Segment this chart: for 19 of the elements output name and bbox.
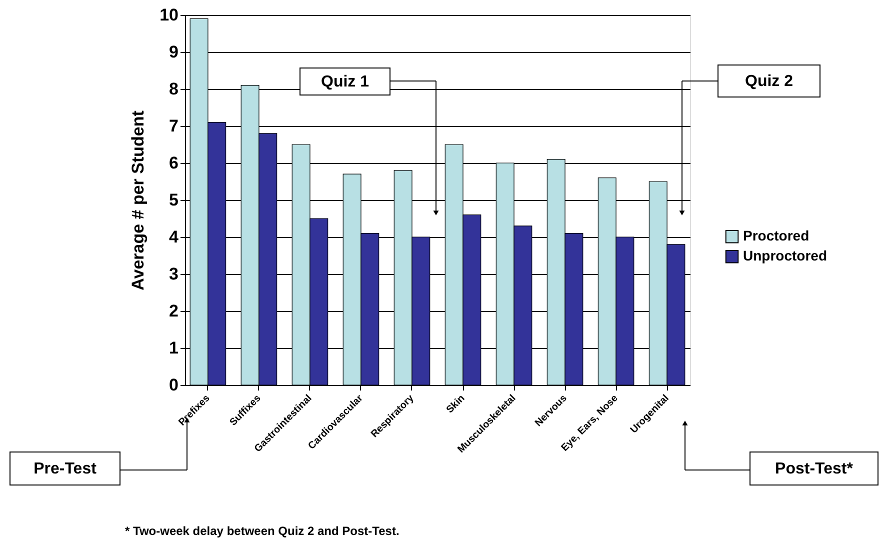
text: Quiz 2 — [744, 73, 794, 90]
y-tick-label: 5 — [169, 190, 178, 210]
text: * Two-week delay between Quiz 2 and Post-Test. — [125, 524, 400, 538]
legend-label: Unproctored — [743, 248, 827, 264]
annotation: Quiz 1 — [320, 74, 370, 90]
text: Pre-Test — [34, 460, 98, 478]
y-tick-label: 0 — [169, 376, 178, 394]
y-tick-label: 3 — [169, 264, 178, 284]
y-axis-title: Average # per Student — [128, 110, 148, 290]
y-tick-label: 7 — [169, 116, 178, 136]
y-tick-label: 10 — [160, 6, 178, 24]
y-tick-label: 4 — [169, 228, 180, 246]
y-tick-label: 2 — [169, 302, 178, 320]
y-tick-label: 9 — [169, 42, 178, 62]
legend-label: Proctored — [743, 228, 810, 244]
text: Post-Test* — [775, 460, 854, 478]
y-tick-label: 6 — [169, 154, 178, 172]
y-tick-label: 8 — [169, 80, 178, 98]
y-tick-label: 1 — [169, 338, 178, 358]
